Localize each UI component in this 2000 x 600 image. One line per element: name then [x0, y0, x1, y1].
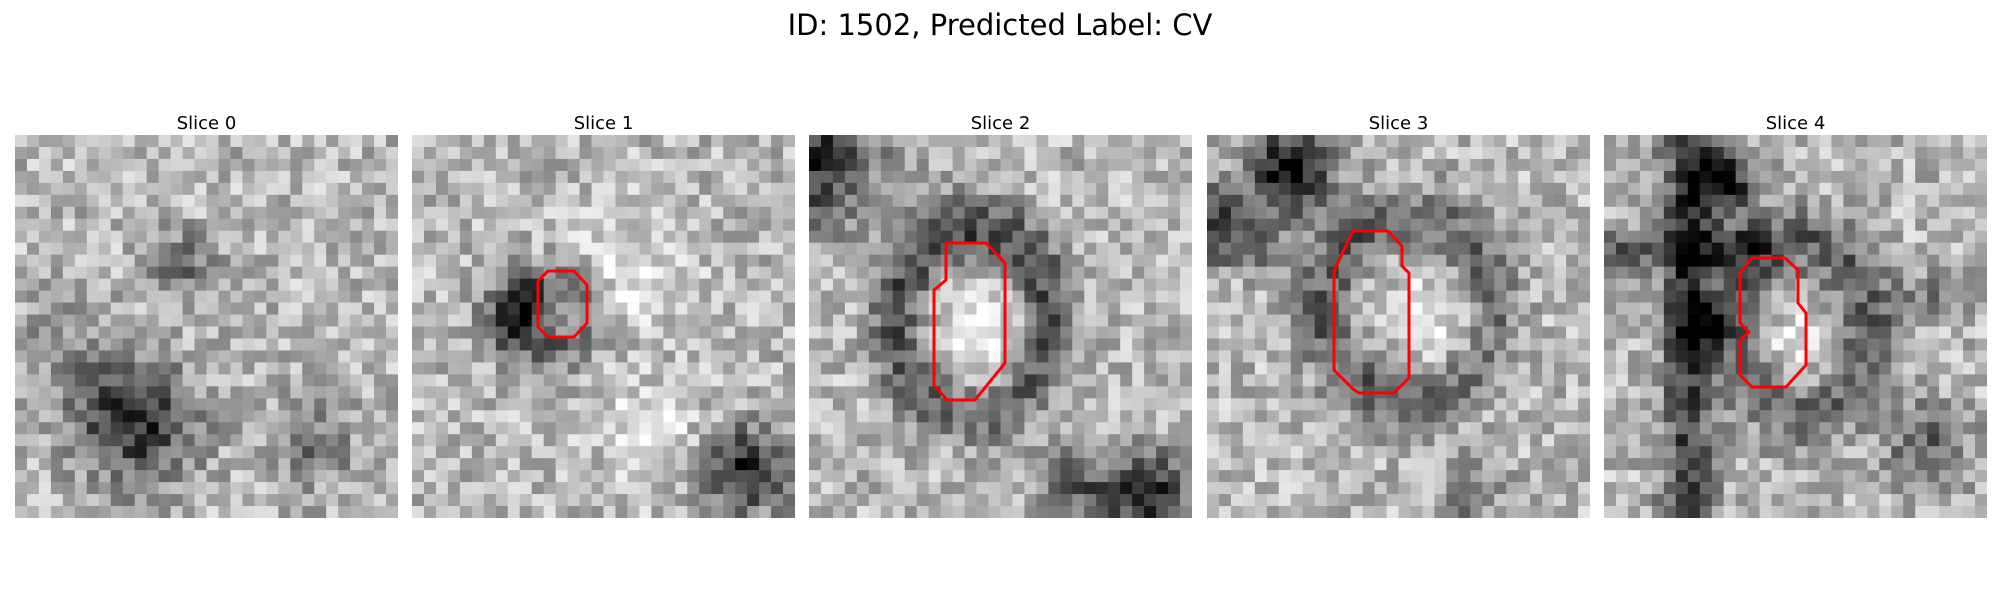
- slice-image-4: [1604, 135, 1987, 518]
- slice-title-3: Slice 3: [1368, 113, 1429, 134]
- slice-image-0: [15, 135, 398, 518]
- slice-title-4: Slice 4: [1765, 113, 1826, 134]
- figure-title: ID: 1502, Predicted Label: CV: [787, 8, 1213, 42]
- slice-panel-4: Slice 4: [1604, 113, 1987, 518]
- slice-panel-2: Slice 2: [809, 113, 1192, 518]
- segmentation-contour-4: [1738, 256, 1808, 389]
- slice-image-1: [412, 135, 795, 518]
- slice-image-2: [809, 135, 1192, 518]
- slice-panel-0: Slice 0: [15, 113, 398, 518]
- segmentation-contour-2: [932, 241, 1007, 402]
- slice-title-0: Slice 0: [176, 113, 237, 134]
- slice-title-1: Slice 1: [573, 113, 634, 134]
- slice-panel-1: Slice 1: [412, 113, 795, 518]
- segmentation-contour-1: [536, 269, 589, 339]
- slice-panel-3: Slice 3: [1207, 113, 1590, 518]
- slice-title-2: Slice 2: [970, 113, 1031, 134]
- segmentation-contour-3: [1332, 229, 1411, 395]
- slice-image-3: [1207, 135, 1590, 518]
